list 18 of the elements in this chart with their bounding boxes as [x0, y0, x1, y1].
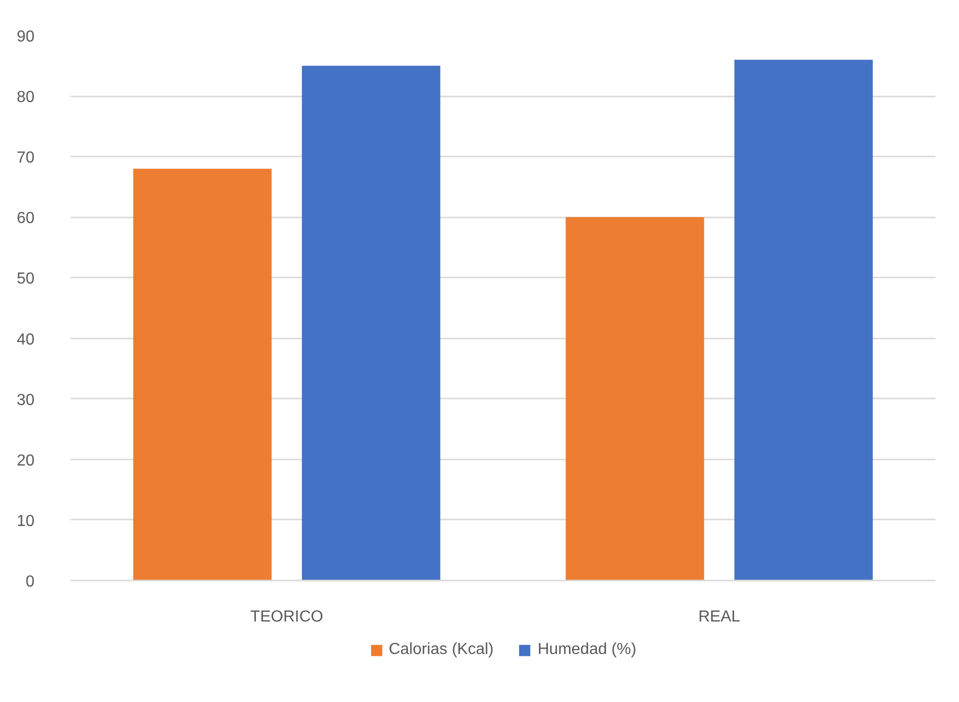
y-tick-label: 80 [16, 89, 35, 106]
y-tick-label: 50 [16, 270, 35, 288]
y-tick-label: 10 [16, 512, 35, 530]
y-tick-label: 70 [16, 150, 35, 167]
legend-label: Humedad (%) [538, 641, 636, 659]
y-tick-label: 0 [26, 574, 35, 590]
y-tick-label: 90 [16, 28, 35, 46]
bar [734, 60, 873, 580]
y-tick-label: 30 [16, 392, 35, 409]
bar [133, 168, 272, 580]
y-tick-label: 20 [16, 452, 35, 470]
bar [566, 217, 704, 580]
legend-label: Calorias (Kcal) [388, 641, 494, 659]
y-tick-label: 60 [16, 210, 35, 228]
x-tick-label: REAL [698, 608, 740, 626]
x-tick-label: TEORICO [250, 608, 324, 626]
y-tick-label: 40 [16, 331, 35, 348]
bar [302, 66, 440, 580]
